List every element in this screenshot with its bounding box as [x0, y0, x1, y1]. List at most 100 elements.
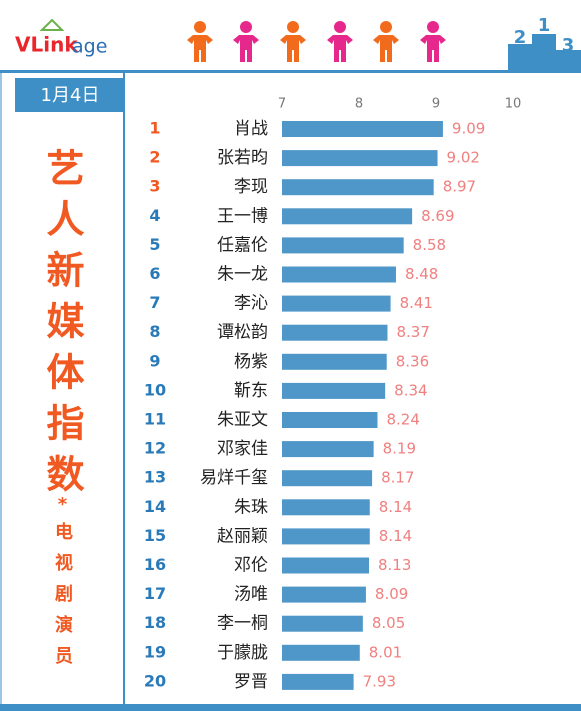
value-label: 8.24 [386, 411, 419, 429]
value-label: 8.69 [421, 207, 454, 225]
podium-label: 1 [538, 15, 551, 36]
rank: 2 [149, 148, 160, 167]
name: 王一博 [217, 206, 268, 226]
bar [282, 295, 391, 312]
bar [282, 586, 366, 603]
logo-b: age [72, 36, 107, 58]
rank: 18 [144, 613, 166, 632]
bar [282, 150, 438, 167]
logo-icon [39, 18, 65, 31]
rank: 4 [149, 206, 160, 225]
podium [556, 50, 581, 70]
bar [282, 499, 370, 516]
rank: 15 [144, 526, 166, 545]
date: 1月4日 [41, 85, 100, 106]
name: 罗晋 [234, 672, 268, 692]
value-label: 8.14 [379, 498, 412, 516]
name: 邓伦 [234, 556, 268, 576]
value-label: 7.93 [363, 672, 396, 690]
podium-label: 2 [514, 27, 527, 48]
rank: 11 [144, 410, 166, 429]
border [0, 73, 2, 705]
value-label: 8.19 [383, 440, 416, 458]
podium [532, 34, 556, 70]
name: 肖战 [234, 119, 268, 139]
name: 李现 [234, 177, 268, 197]
value-label: 8.37 [396, 323, 429, 341]
bar [282, 441, 374, 458]
name: 赵丽颖 [217, 526, 268, 546]
header-line [0, 70, 581, 73]
bar [282, 121, 443, 137]
value-label: 8.09 [375, 585, 408, 603]
value-label: 8.97 [443, 178, 476, 196]
rank: 12 [144, 439, 166, 458]
value-label: 8.41 [400, 294, 433, 312]
person-head [427, 21, 439, 33]
person-head [380, 21, 392, 33]
bar [282, 324, 388, 341]
name: 靳东 [234, 381, 268, 401]
bar [282, 382, 386, 399]
rank: 13 [144, 468, 166, 487]
bar [282, 644, 360, 661]
rank: 16 [144, 555, 166, 574]
bar [282, 237, 404, 254]
x-tick-label: 9 [432, 97, 440, 112]
name: 杨紫 [234, 352, 268, 372]
person-body [327, 35, 353, 62]
people-icons [187, 21, 446, 62]
bar [282, 266, 396, 283]
subtitle: 电视剧演员 [52, 522, 73, 677]
name: 任嘉伦 [217, 235, 268, 255]
bar [282, 528, 370, 545]
separator: * [52, 494, 73, 515]
bar [282, 353, 387, 370]
podium [508, 44, 532, 70]
name: 谭松韵 [217, 323, 268, 343]
bar [282, 615, 363, 632]
value-label: 8.48 [405, 265, 438, 283]
name: 朱珠 [234, 497, 268, 517]
rank: 10 [144, 380, 166, 399]
name: 李一桐 [217, 614, 268, 634]
name: 朱亚文 [217, 410, 268, 430]
name: 汤唯 [234, 585, 268, 605]
title: 艺人新媒体指数 [40, 148, 84, 505]
person-head [334, 21, 346, 33]
rank: 7 [149, 293, 160, 312]
bar [282, 412, 378, 428]
value-label: 8.14 [379, 527, 412, 545]
value-label: 8.13 [378, 556, 411, 574]
value-label: 8.17 [381, 469, 414, 487]
bar [282, 470, 373, 487]
name: 朱一龙 [217, 265, 268, 285]
bar [282, 673, 354, 690]
name: 李沁 [234, 294, 268, 314]
name: 于朦胧 [217, 643, 268, 663]
value-label: 9.09 [452, 120, 485, 138]
person-head [194, 21, 206, 33]
name: 易烊千玺 [200, 468, 268, 488]
value-label: 8.05 [372, 614, 405, 632]
person-body [280, 35, 306, 62]
x-tick-label: 7 [278, 97, 286, 112]
name: 张若昀 [217, 148, 268, 168]
rank: 20 [144, 671, 166, 690]
rank: 19 [144, 642, 166, 661]
rank: 5 [149, 235, 160, 254]
person-body [420, 35, 446, 62]
rank: 8 [149, 322, 160, 341]
value-label: 9.02 [447, 149, 480, 167]
rank: 17 [144, 584, 166, 603]
rank: 14 [144, 497, 166, 516]
person-body [373, 35, 399, 62]
bar [282, 179, 434, 196]
rank: 9 [149, 351, 160, 370]
bar [282, 208, 413, 225]
person-head [287, 21, 299, 33]
footer-bar [0, 704, 581, 711]
name: 邓家佳 [217, 439, 268, 459]
